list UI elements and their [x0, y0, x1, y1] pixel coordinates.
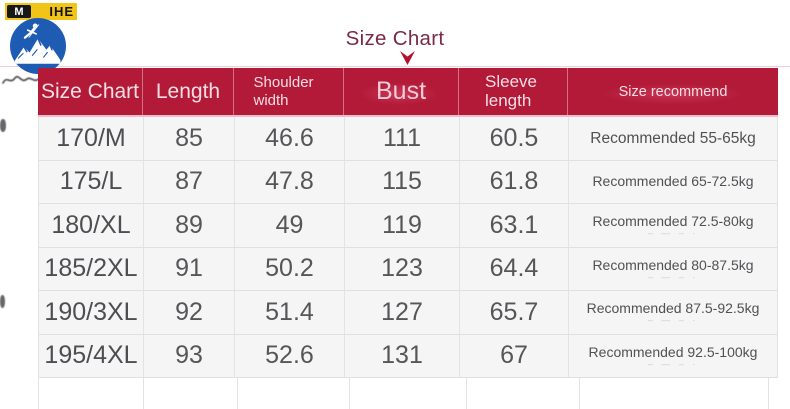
sleeve-cell: 63.1 — [459, 204, 568, 247]
grid-line — [579, 378, 580, 409]
shoulder-cell: 52.6 — [234, 334, 344, 377]
grid-line — [466, 378, 467, 409]
size-cell: 185/2XL — [44, 254, 138, 283]
grid-line — [768, 378, 769, 409]
table-header-row: Size Chart Length Shoulder width Bust Sl… — [38, 68, 778, 117]
bust-cell: 123 — [344, 247, 459, 290]
sleeve-cell: 65.7 — [459, 291, 568, 334]
recommend-cell: Recommended 92.5-100kg — [568, 334, 777, 377]
header-size-recommend: Size recommend — [567, 68, 778, 115]
table-row: 195/4XL 93 52.6 131 67 Recommended 92.5-… — [39, 334, 777, 378]
length-cell: 93 — [143, 334, 234, 377]
size-cell: 180/XL — [51, 210, 131, 239]
table-body: 170/M 85 46.6 111 60.5 Recommended 55-65… — [38, 117, 778, 378]
brand-logo-plate: M IHE — [5, 3, 77, 20]
shoulder-cell: 46.6 — [234, 117, 344, 160]
bust-cell: 111 — [344, 117, 459, 160]
size-cell: 195/4XL — [44, 341, 138, 370]
bust-cell: 131 — [344, 334, 459, 377]
recommend-cell: Recommended 72.5-80kg — [568, 204, 777, 247]
top-divider-line — [0, 66, 790, 67]
size-cell: 190/3XL — [44, 297, 138, 326]
sleeve-cell: 60.5 — [459, 117, 568, 160]
down-arrow-icon — [400, 51, 415, 65]
header-length: Length — [142, 68, 233, 115]
table-row: 190/3XL 92 51.4 127 65.7 Recommended 87.… — [39, 291, 777, 335]
grid-line — [237, 378, 238, 409]
length-cell: 85 — [143, 117, 234, 160]
length-cell: 91 — [143, 247, 234, 290]
grid-line — [143, 378, 144, 409]
length-cell: 89 — [143, 204, 234, 247]
table-row: 170/M 85 46.6 111 60.5 Recommended 55-65… — [39, 117, 777, 161]
bust-cell: 127 — [344, 291, 459, 334]
header-sleeve-length: Sleeve length — [458, 68, 567, 115]
shoulder-cell: 51.4 — [234, 291, 344, 334]
bust-cell: 119 — [344, 204, 459, 247]
page-title: Size Chart — [345, 27, 445, 50]
erased-text-remnant — [648, 360, 699, 367]
size-chart-table: Size Chart Length Shoulder width Bust Sl… — [38, 68, 778, 378]
sleeve-cell: 67 — [459, 334, 568, 377]
bust-cell: 115 — [344, 160, 459, 203]
recommend-cell: Recommended 55-65kg — [568, 117, 777, 160]
table-empty-row — [0, 378, 790, 409]
header-bust: Bust — [343, 68, 458, 115]
length-cell: 92 — [143, 291, 234, 334]
mountain-skier-icon — [10, 18, 66, 74]
grid-line — [38, 378, 39, 409]
shoulder-cell: 49 — [234, 204, 344, 247]
sleeve-cell: 61.8 — [459, 160, 568, 203]
shoulder-cell: 50.2 — [234, 247, 344, 290]
sleeve-cell: 64.4 — [459, 247, 568, 290]
table-row: 185/2XL 91 50.2 123 64.4 Recommended 80-… — [39, 247, 777, 291]
edge-smudge — [0, 119, 6, 132]
grid-line — [349, 378, 350, 409]
header-size-chart: Size Chart — [40, 79, 140, 103]
recommend-cell: Recommended 65-72.5kg — [568, 160, 777, 203]
recommend-cell: Recommended 80-87.5kg — [568, 247, 777, 290]
length-cell: 87 — [143, 160, 234, 203]
recommend-cell: Recommended 87.5-92.5kg — [568, 291, 777, 334]
table-row: 180/XL 89 49 119 63.1 Recommended 72.5-8… — [39, 204, 777, 248]
erased-text-remnant — [648, 273, 699, 280]
brand-letters: IHE — [49, 4, 74, 19]
size-cell: 170/M — [56, 123, 126, 152]
shoulder-cell: 47.8 — [234, 160, 344, 203]
erased-text-remnant — [648, 316, 699, 323]
table-row: 175/L 87 47.8 115 61.8 Recommended 65-72… — [39, 160, 777, 204]
erased-text-remnant — [648, 229, 699, 236]
edge-smudge — [0, 295, 5, 308]
size-cell: 175/L — [59, 167, 123, 196]
brand-monogram: M — [7, 5, 31, 18]
header-shoulder-width: Shoulder width — [233, 68, 343, 115]
